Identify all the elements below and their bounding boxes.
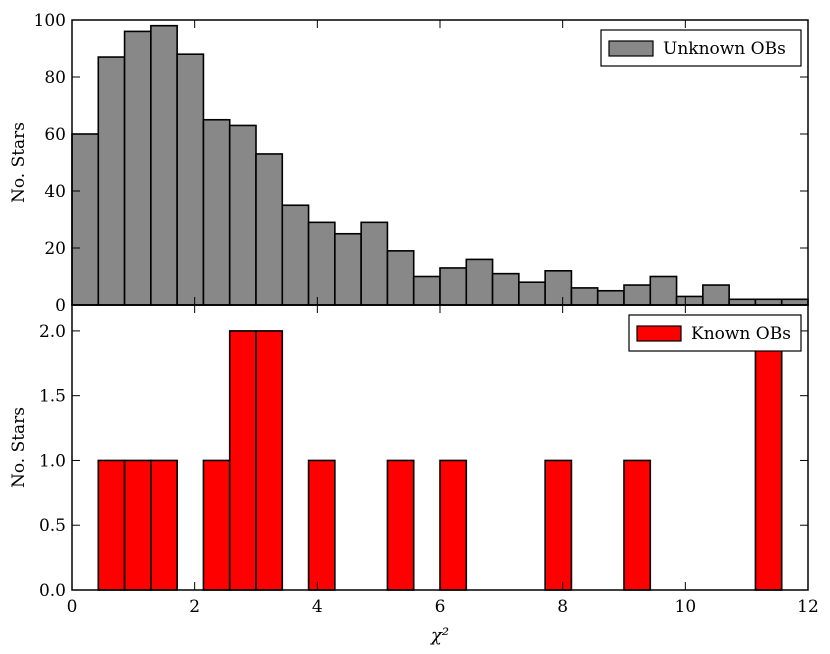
- x-tick-label: 6: [435, 597, 446, 617]
- x-tick-label: 10: [675, 597, 697, 617]
- bar: [754, 330, 783, 591]
- legend-swatch: [608, 40, 654, 57]
- bar: [544, 459, 573, 591]
- bar: [386, 459, 415, 591]
- y-tick-label: 60: [44, 125, 66, 145]
- bar: [334, 232, 362, 306]
- y-tick-label: 0: [55, 296, 66, 316]
- legend-label: Unknown OBs: [663, 39, 786, 59]
- bar: [228, 124, 257, 306]
- bar: [307, 221, 336, 306]
- bar: [176, 53, 205, 306]
- x-tick-label: 8: [557, 597, 568, 617]
- bar: [97, 56, 126, 306]
- y-tick-label: 2.0: [39, 322, 66, 342]
- bar: [228, 330, 257, 591]
- y-tick-label: 0.0: [39, 581, 66, 601]
- bar: [202, 118, 231, 306]
- x-tick-label: 4: [312, 597, 323, 617]
- bar: [544, 269, 573, 306]
- bar: [307, 459, 336, 591]
- bar: [675, 295, 704, 306]
- bar: [439, 459, 468, 591]
- bar: [360, 221, 389, 306]
- bar: [518, 281, 546, 306]
- bar: [386, 250, 415, 306]
- bar: [123, 30, 152, 306]
- bar: [412, 275, 441, 306]
- legend-label: Known OBs: [691, 324, 791, 344]
- legend: Unknown OBs: [600, 29, 802, 67]
- x-axis-label: χ²: [429, 625, 449, 646]
- y-tick-label: 40: [44, 182, 66, 202]
- panel-top: 0 20 40 60 80 100 No. Stars Unknown OBs: [9, 11, 809, 316]
- bar: [702, 284, 730, 306]
- bar: [150, 24, 178, 306]
- y-axis-label: No. Stars: [9, 122, 29, 203]
- panel-bottom: 0.0 0.5 1.0 1.5 2.0 0 2 4 6 8 10 12 No. Stars Known O…: [9, 304, 819, 617]
- x-tick-label: 2: [189, 597, 200, 617]
- x-tick-label: 0: [67, 597, 78, 617]
- bar: [780, 298, 809, 306]
- bar: [649, 275, 678, 306]
- legend: Known OBs: [628, 314, 802, 352]
- bar: [439, 267, 468, 306]
- y-tick-label: 1.0: [39, 451, 66, 471]
- legend-swatch: [636, 325, 682, 342]
- x-tick-label: 12: [797, 597, 819, 617]
- y-tick-label: 1.5: [39, 387, 66, 407]
- bar: [123, 459, 152, 591]
- bar: [281, 204, 310, 306]
- bar: [255, 330, 284, 591]
- bar: [71, 133, 100, 306]
- bar: [202, 459, 231, 591]
- y-axis-label: No. Stars: [9, 407, 29, 488]
- bar: [150, 459, 178, 591]
- bar: [491, 272, 520, 306]
- y-tick-label: 80: [44, 68, 66, 88]
- bar: [570, 287, 599, 306]
- bar: [754, 298, 783, 306]
- bar: [596, 289, 625, 306]
- y-tick-label: 0.5: [39, 516, 66, 536]
- bar: [255, 153, 284, 306]
- legend-box: [600, 29, 802, 67]
- bar: [728, 298, 757, 306]
- bar: [97, 459, 126, 591]
- bar: [623, 459, 652, 591]
- y-tick-label: 100: [34, 11, 66, 31]
- y-tick-label: 20: [44, 239, 66, 259]
- bar: [465, 258, 494, 306]
- bar: [623, 284, 652, 306]
